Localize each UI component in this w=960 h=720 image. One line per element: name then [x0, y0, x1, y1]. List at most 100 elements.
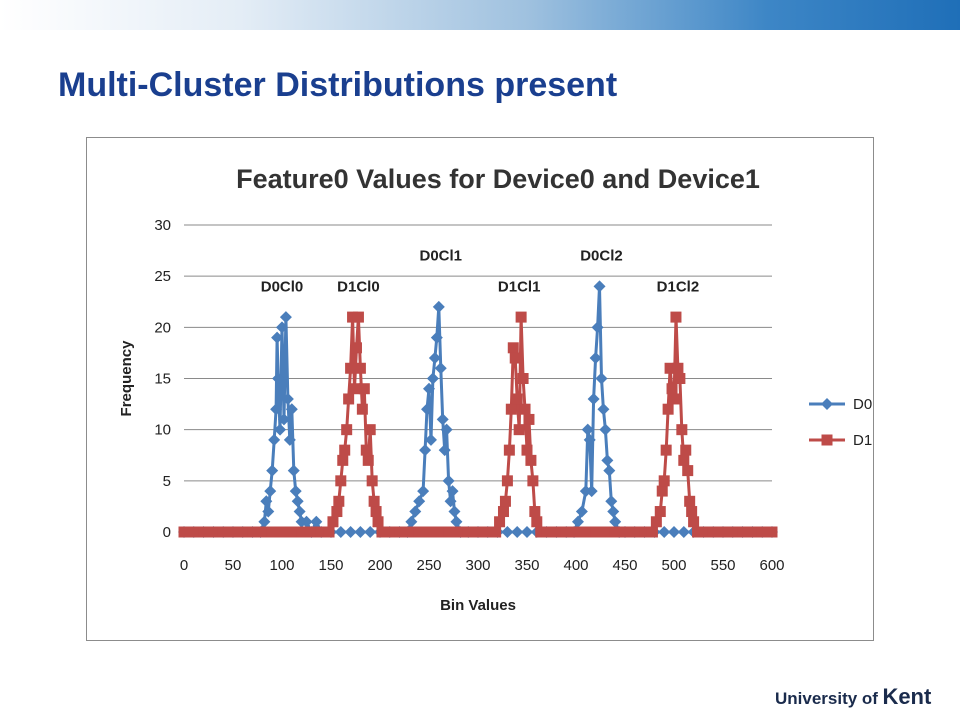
data-point-D1F0 [372, 516, 384, 528]
data-point-D0F0 [423, 382, 435, 395]
data-point-D0F0 [409, 505, 422, 518]
data-point-D1F0 [639, 526, 651, 538]
data-point-D1F0 [541, 526, 553, 538]
data-point-D0F0 [450, 515, 463, 528]
top-banner [0, 0, 960, 30]
data-point-D0F0 [285, 403, 298, 416]
data-point-D1F0 [727, 526, 739, 538]
x-tick-label: 350 [514, 557, 539, 574]
data-point-D0F0 [270, 403, 283, 416]
data-point-D1F0 [276, 526, 288, 538]
data-point-D1F0 [394, 526, 406, 538]
data-point-D1F0 [482, 526, 494, 538]
data-point-D1F0 [360, 444, 372, 456]
data-point-D1F0 [198, 526, 210, 538]
data-point-D0F0 [266, 464, 279, 477]
legend-marker-D1F0 [821, 434, 833, 446]
data-point-D1F0 [349, 383, 361, 395]
cluster-label: D0Cl0 [261, 278, 304, 295]
data-point-D1F0 [646, 526, 658, 538]
legend-label-D1F0: D1F0 [853, 432, 873, 449]
data-point-D0F0 [264, 485, 277, 498]
data-point-D0F0 [597, 403, 610, 416]
data-point-D0F0 [430, 331, 443, 344]
data-point-D1F0 [684, 495, 696, 507]
data-point-D1F0 [247, 526, 259, 538]
data-point-D1F0 [237, 526, 249, 538]
data-point-D0F0 [274, 423, 287, 436]
data-point-D1F0 [535, 526, 547, 538]
data-point-D1F0 [697, 526, 709, 538]
data-point-D0F0 [417, 485, 430, 498]
data-point-D1F0 [513, 424, 525, 436]
data-point-D1F0 [662, 403, 674, 415]
data-point-D1F0 [339, 444, 351, 456]
data-point-D0F0 [575, 505, 588, 518]
data-point-D0F0 [658, 526, 671, 538]
data-point-D1F0 [501, 475, 513, 487]
data-point-D1F0 [599, 526, 611, 538]
legend-marker-D0F0 [821, 398, 833, 410]
data-point-D1F0 [462, 526, 474, 538]
data-point-D1F0 [550, 526, 562, 538]
data-point-D1F0 [266, 526, 278, 538]
y-tick-label: 10 [154, 422, 171, 439]
data-point-D1F0 [654, 506, 666, 518]
data-point-D1F0 [521, 444, 533, 456]
slide-title: Multi-Cluster Distributions present [58, 66, 618, 104]
data-point-D1F0 [296, 526, 308, 538]
data-point-D1F0 [517, 373, 529, 384]
data-point-D1F0 [315, 526, 327, 538]
data-point-D0F0 [589, 352, 602, 365]
data-point-D0F0 [276, 321, 288, 334]
data-point-D0F0 [258, 515, 271, 528]
x-axis-label: Bin Values [440, 597, 516, 614]
data-point-D1F0 [497, 506, 509, 518]
data-point-D1F0 [717, 526, 729, 538]
cluster-label: D0Cl1 [419, 248, 462, 265]
data-point-D1F0 [384, 526, 396, 538]
data-point-D0F0 [279, 311, 292, 324]
data-point-D1F0 [356, 403, 368, 415]
data-point-D1F0 [472, 526, 484, 538]
data-point-D0F0 [268, 433, 281, 446]
x-tick-label: 200 [367, 557, 392, 574]
data-point-D0F0 [593, 280, 606, 293]
data-point-D1F0 [335, 475, 347, 487]
data-point-D1F0 [766, 526, 778, 538]
data-point-D1F0 [362, 454, 374, 466]
x-tick-label: 0 [180, 557, 188, 574]
cluster-label: D1Cl0 [337, 278, 380, 295]
data-point-D0F0 [421, 403, 434, 416]
data-point-D1F0 [570, 526, 582, 538]
data-point-D1F0 [529, 506, 541, 518]
cluster-label: D1Cl1 [498, 278, 541, 295]
data-point-D0F0 [438, 444, 451, 457]
data-point-D1F0 [527, 475, 539, 487]
chart-title: Feature0 Values for Device0 and Device1 [236, 164, 760, 194]
data-point-D1F0 [345, 362, 357, 374]
data-point-D0F0 [432, 300, 445, 313]
data-point-D1F0 [333, 495, 345, 507]
x-tick-label: 150 [318, 557, 343, 574]
data-point-D0F0 [607, 505, 620, 518]
data-point-D0F0 [334, 526, 347, 538]
brand-name: Kent [882, 684, 932, 709]
x-tick-label: 50 [225, 557, 242, 574]
data-point-D0F0 [344, 526, 357, 538]
data-point-D1F0 [686, 506, 698, 518]
data-point-D1F0 [286, 526, 298, 538]
data-point-D0F0 [601, 454, 614, 467]
data-point-D1F0 [658, 475, 670, 487]
data-point-D1F0 [707, 526, 719, 538]
data-point-D0F0 [585, 485, 598, 498]
data-point-D1F0 [666, 383, 678, 395]
data-point-D0F0 [364, 526, 377, 538]
data-point-D1F0 [515, 311, 527, 323]
data-point-D1F0 [433, 526, 445, 538]
data-point-D0F0 [442, 474, 455, 487]
x-tick-label: 500 [661, 557, 686, 574]
data-point-D1F0 [509, 352, 521, 364]
cluster-label: D1Cl2 [657, 278, 700, 295]
x-tick-label: 450 [612, 557, 637, 574]
